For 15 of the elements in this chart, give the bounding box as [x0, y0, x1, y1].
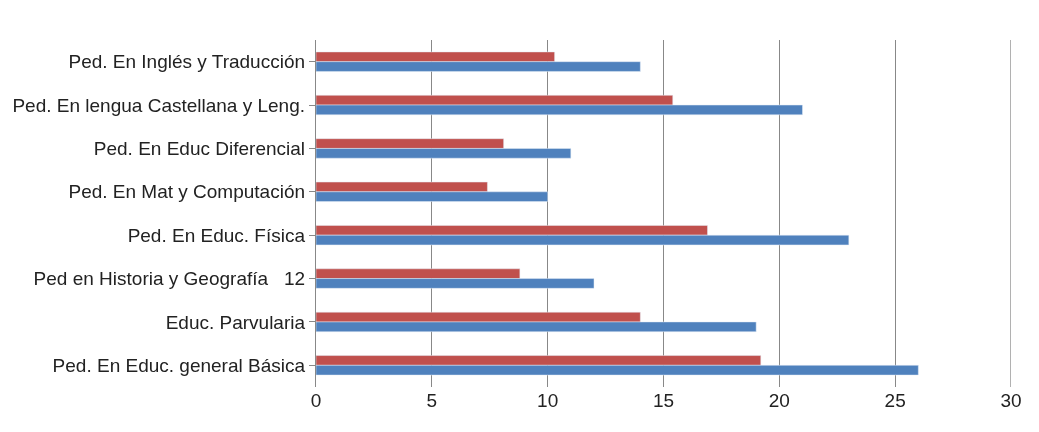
y-tick-label: Ped en Historia y Geografía 12 — [33, 268, 306, 290]
x-tick-label: 30 — [1000, 390, 1022, 411]
x-tick-label: 0 — [310, 390, 322, 411]
x-tick-label: 25 — [884, 390, 906, 411]
y-tick-label: Ped. En Mat y Computación — [68, 181, 306, 203]
y-tick-label: Ped. En Educ. Física — [127, 224, 306, 246]
y-tick-label: Ped. En lengua Castellana y Leng. — [12, 94, 306, 116]
x-tick-label: 10 — [537, 390, 559, 411]
y-tick-label: Ped. En Inglés y Traducción — [68, 51, 306, 73]
y-tick-label: Ped. En Educ. general Básica — [52, 354, 306, 376]
y-tick-label: Ped. En Educ Diferencial — [93, 138, 306, 160]
y-tick-label: Educ. Parvularia — [165, 311, 306, 333]
x-tick-label: 5 — [426, 390, 438, 411]
x-tick-label: 15 — [652, 390, 675, 411]
x-tick-label: 20 — [768, 390, 790, 411]
